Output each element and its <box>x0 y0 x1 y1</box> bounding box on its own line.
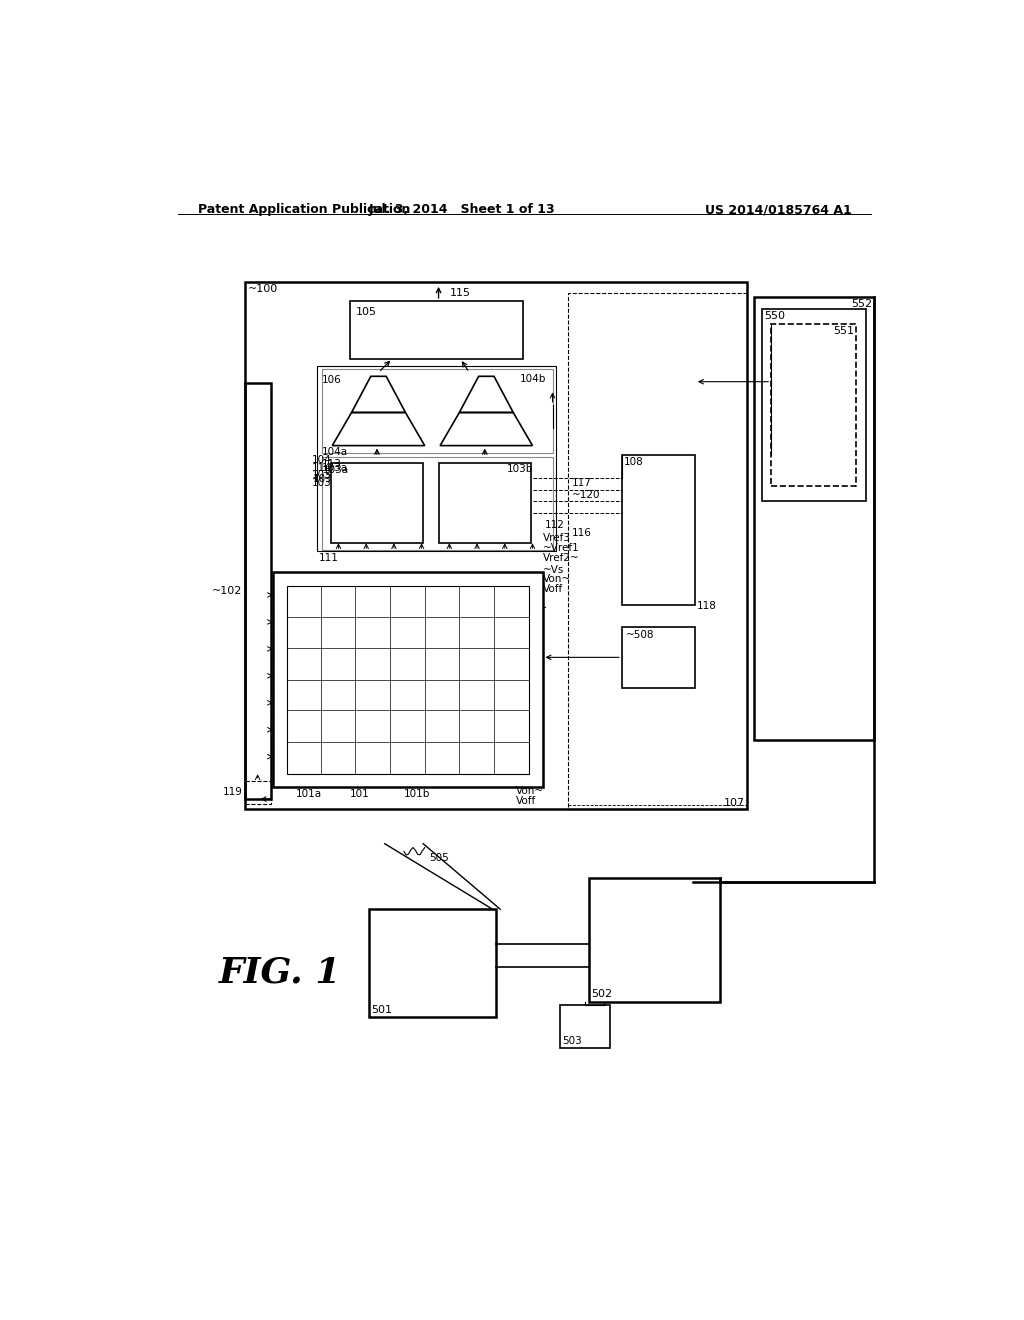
Text: 117: 117 <box>571 478 592 488</box>
Text: 106: 106 <box>322 375 341 384</box>
Bar <box>589 878 720 1002</box>
Bar <box>622 627 695 688</box>
Bar <box>245 383 271 799</box>
Text: 114: 114 <box>311 462 332 473</box>
Text: Voff: Voff <box>543 585 563 594</box>
Text: 101a: 101a <box>296 789 323 799</box>
Text: 115: 115 <box>451 288 471 298</box>
Text: 118: 118 <box>696 601 717 611</box>
Bar <box>771 323 856 486</box>
Text: ~508: ~508 <box>626 631 654 640</box>
Text: 119: 119 <box>222 787 243 797</box>
Text: 112: 112 <box>545 520 564 531</box>
Bar <box>755 297 873 739</box>
Text: 552: 552 <box>851 298 872 309</box>
Text: 116: 116 <box>571 528 592 539</box>
Text: 105: 105 <box>356 308 377 317</box>
Text: ~Vs: ~Vs <box>543 565 564 576</box>
Text: 551: 551 <box>834 326 854 337</box>
Bar <box>622 455 695 605</box>
Text: Vref3: Vref3 <box>543 533 570 544</box>
Text: 101b: 101b <box>403 789 430 799</box>
Text: ~Vref1: ~Vref1 <box>543 544 580 553</box>
Text: Jul. 3, 2014   Sheet 1 of 13: Jul. 3, 2014 Sheet 1 of 13 <box>369 203 555 216</box>
Text: 103a: 103a <box>322 462 347 473</box>
Bar <box>438 462 531 544</box>
Bar <box>322 457 553 549</box>
Bar <box>331 462 423 544</box>
Text: 113: 113 <box>322 459 341 469</box>
Text: 104: 104 <box>311 455 331 465</box>
Text: 104b: 104b <box>520 374 547 384</box>
Text: 103a: 103a <box>323 465 349 475</box>
Text: Vref2~: Vref2~ <box>543 553 580 564</box>
Text: 505: 505 <box>429 853 450 863</box>
Text: 103b: 103b <box>507 465 534 474</box>
Text: ~120: ~120 <box>571 490 600 499</box>
Bar <box>273 572 543 788</box>
Text: US 2014/0185764 A1: US 2014/0185764 A1 <box>706 203 852 216</box>
Text: ~102: ~102 <box>212 586 243 597</box>
Text: 107: 107 <box>724 797 745 808</box>
Bar <box>370 909 497 1016</box>
Bar <box>245 281 746 809</box>
Text: FIG. 1: FIG. 1 <box>219 956 342 990</box>
Bar <box>762 309 866 502</box>
Text: 108: 108 <box>625 457 644 467</box>
Text: 503: 503 <box>562 1036 583 1047</box>
Bar <box>568 293 746 809</box>
Text: Voff: Voff <box>515 796 536 807</box>
Bar <box>245 780 271 804</box>
Bar <box>322 368 553 453</box>
Text: Von~: Von~ <box>515 785 544 796</box>
Text: ~100: ~100 <box>248 284 278 294</box>
Text: 104a: 104a <box>322 447 347 457</box>
Text: 502: 502 <box>591 989 612 999</box>
Text: 103: 103 <box>311 478 331 488</box>
Text: Von~: Von~ <box>543 574 570 585</box>
Text: 101: 101 <box>350 789 370 799</box>
Bar <box>560 1006 610 1048</box>
Bar <box>350 301 523 359</box>
Text: 103: 103 <box>311 470 331 480</box>
Text: 550: 550 <box>764 312 785 321</box>
Text: 501: 501 <box>372 1005 392 1015</box>
Text: 103: 103 <box>313 474 333 484</box>
Bar <box>316 367 556 552</box>
Bar <box>287 586 528 774</box>
Text: 111: 111 <box>318 553 338 562</box>
Text: Patent Application Publication: Patent Application Publication <box>198 203 410 216</box>
